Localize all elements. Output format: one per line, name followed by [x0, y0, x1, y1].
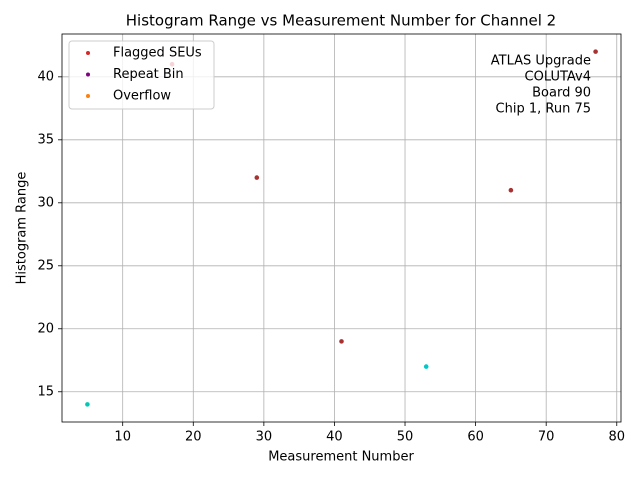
legend-marker [86, 51, 90, 55]
y-tick-label: 25 [37, 258, 54, 273]
point [593, 49, 598, 54]
plot-frame [61, 33, 622, 423]
legend-marker [86, 72, 90, 77]
point [423, 364, 429, 369]
point [85, 402, 90, 407]
x-tick-label: 30 [256, 430, 273, 445]
legend-label: Repeat Bin [113, 67, 184, 82]
y-tick-label: 30 [37, 195, 54, 210]
point [339, 339, 344, 344]
y-tick-label: 35 [37, 132, 54, 147]
x-tick-label: 60 [467, 430, 484, 445]
y-tick-label: 40 [37, 69, 54, 84]
x-axis-label: Measurement Number [268, 450, 414, 465]
annotation: Board 90 [532, 86, 591, 101]
y-tick-label: 20 [37, 321, 54, 336]
y-axis-label: Histogram Range [15, 172, 30, 285]
annotation: ATLAS Upgrade [491, 54, 591, 69]
x-tick-label: 10 [114, 430, 131, 445]
legend-label: Flagged SEUs [113, 46, 202, 61]
legend-box [68, 40, 215, 110]
chart-title: Histogram Range vs Measurement Number fo… [126, 12, 556, 30]
x-tick-label: 70 [538, 430, 555, 445]
x-tick-label: 50 [397, 430, 414, 445]
x-tick-label: 20 [185, 430, 202, 445]
x-tick-label: 80 [608, 430, 625, 445]
point [254, 175, 260, 180]
legend-marker [86, 94, 90, 98]
legend-label: Overflow [113, 89, 171, 104]
annotation: COLUTAv4 [525, 70, 591, 85]
x-tick-label: 40 [326, 430, 343, 445]
point [508, 187, 514, 193]
annotation: Chip 1, Run 75 [496, 102, 591, 117]
y-tick-label: 15 [37, 384, 54, 399]
